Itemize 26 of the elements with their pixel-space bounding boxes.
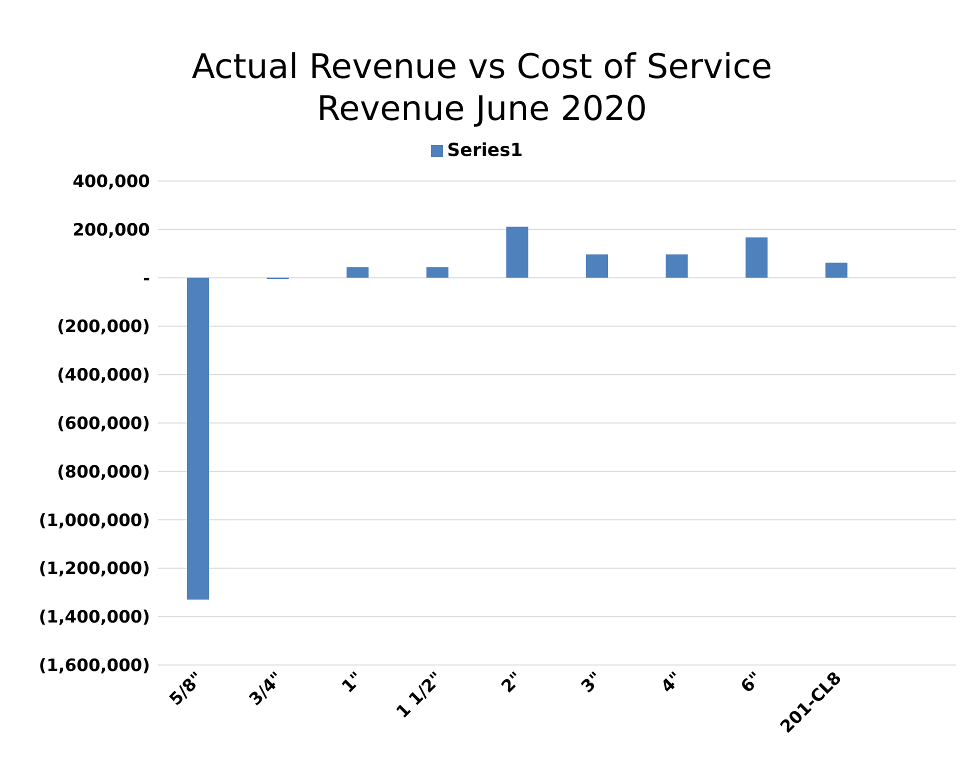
legend-label: Series1 <box>447 140 523 161</box>
x-tick-label: 4" <box>657 668 686 698</box>
x-tick-label: 2" <box>498 668 527 698</box>
y-tick-label: (800,000) <box>57 462 150 482</box>
y-tick-label: (1,600,000) <box>38 656 150 676</box>
y-tick-label: 200,000 <box>72 220 150 240</box>
y-tick-label: - <box>142 268 150 289</box>
x-tick-label: 3" <box>578 668 606 698</box>
y-tick-label: (1,000,000) <box>38 510 150 531</box>
y-tick-label: (1,200,000) <box>38 559 150 580</box>
bar <box>506 226 528 278</box>
x-tick-label: 6" <box>737 668 766 698</box>
bar <box>426 267 448 278</box>
y-tick-label: (600,000) <box>57 414 150 434</box>
x-tick-label: 1" <box>338 668 368 698</box>
bar <box>825 262 848 278</box>
y-tick-label: (1,400,000) <box>38 608 150 628</box>
bar <box>666 254 688 278</box>
chart-title: Actual Revenue vs Cost of Service Revenue June 2020 <box>190 46 774 130</box>
y-tick-label: (400,000) <box>57 366 150 386</box>
bar <box>187 278 209 600</box>
y-tick-label: (200,000) <box>57 317 150 338</box>
bar <box>586 254 608 278</box>
bar <box>346 267 369 278</box>
y-tick-label: 400,000 <box>72 172 150 192</box>
bar <box>746 237 768 278</box>
